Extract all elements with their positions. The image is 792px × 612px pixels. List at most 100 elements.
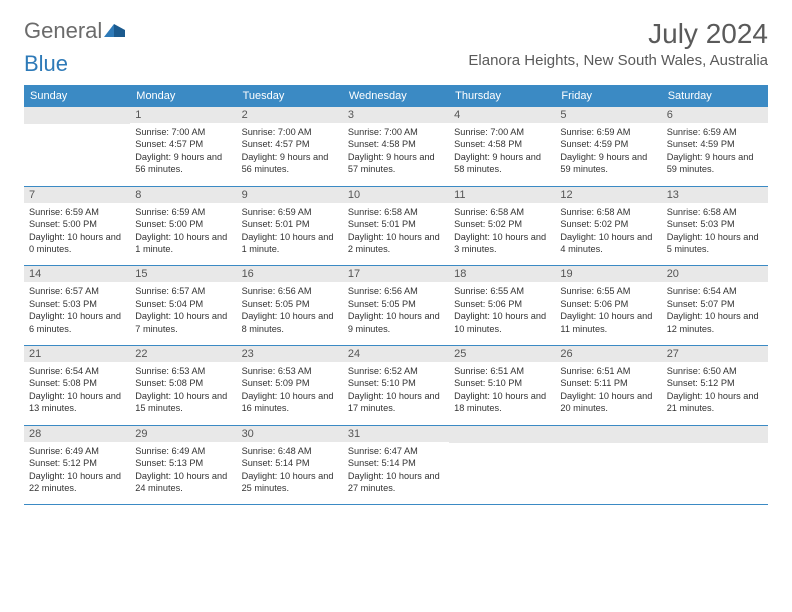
day-cell: 9Sunrise: 6:59 AMSunset: 5:01 PMDaylight… <box>237 187 343 266</box>
day-cell: 4Sunrise: 7:00 AMSunset: 4:58 PMDaylight… <box>449 107 555 186</box>
dayhead-tuesday: Tuesday <box>237 85 343 107</box>
dayhead-wednesday: Wednesday <box>343 85 449 107</box>
sunset-line: Sunset: 4:57 PM <box>242 138 338 150</box>
day-cell: 26Sunrise: 6:51 AMSunset: 5:11 PMDayligh… <box>555 346 661 425</box>
day-number: 2 <box>237 107 343 123</box>
sunrise-line: Sunrise: 6:51 AM <box>560 365 656 377</box>
day-number: 31 <box>343 426 449 442</box>
daylight-line: Daylight: 9 hours and 57 minutes. <box>348 151 444 176</box>
day-cell: 22Sunrise: 6:53 AMSunset: 5:08 PMDayligh… <box>130 346 236 425</box>
sunrise-line: Sunrise: 7:00 AM <box>454 126 550 138</box>
daylight-line: Daylight: 10 hours and 15 minutes. <box>135 390 231 415</box>
sunrise-line: Sunrise: 6:58 AM <box>560 206 656 218</box>
day-number: 18 <box>449 266 555 282</box>
sunset-line: Sunset: 5:02 PM <box>454 218 550 230</box>
sunrise-line: Sunrise: 6:57 AM <box>29 285 125 297</box>
sunset-line: Sunset: 5:06 PM <box>454 298 550 310</box>
sunrise-line: Sunrise: 6:59 AM <box>667 126 763 138</box>
sunset-line: Sunset: 4:59 PM <box>667 138 763 150</box>
sunset-line: Sunset: 4:58 PM <box>348 138 444 150</box>
day-number: 24 <box>343 346 449 362</box>
daylight-line: Daylight: 10 hours and 10 minutes. <box>454 310 550 335</box>
sunset-line: Sunset: 5:11 PM <box>560 377 656 389</box>
daylight-line: Daylight: 10 hours and 24 minutes. <box>135 470 231 495</box>
sunset-line: Sunset: 5:04 PM <box>135 298 231 310</box>
daylight-line: Daylight: 10 hours and 1 minute. <box>242 231 338 256</box>
sunrise-line: Sunrise: 6:47 AM <box>348 445 444 457</box>
day-number: 30 <box>237 426 343 442</box>
sunset-line: Sunset: 5:00 PM <box>135 218 231 230</box>
day-number: 22 <box>130 346 236 362</box>
daylight-line: Daylight: 10 hours and 5 minutes. <box>667 231 763 256</box>
dayhead-thursday: Thursday <box>449 85 555 107</box>
day-number: 15 <box>130 266 236 282</box>
day-number: 16 <box>237 266 343 282</box>
day-number: 25 <box>449 346 555 362</box>
logo-icon <box>104 18 126 44</box>
sunset-line: Sunset: 5:13 PM <box>135 457 231 469</box>
daylight-line: Daylight: 10 hours and 16 minutes. <box>242 390 338 415</box>
daylight-line: Daylight: 10 hours and 18 minutes. <box>454 390 550 415</box>
day-cell: 18Sunrise: 6:55 AMSunset: 5:06 PMDayligh… <box>449 266 555 345</box>
day-number: 21 <box>24 346 130 362</box>
week-row: 7Sunrise: 6:59 AMSunset: 5:00 PMDaylight… <box>24 187 768 267</box>
sunrise-line: Sunrise: 6:54 AM <box>667 285 763 297</box>
daylight-line: Daylight: 10 hours and 7 minutes. <box>135 310 231 335</box>
day-cell: 23Sunrise: 6:53 AMSunset: 5:09 PMDayligh… <box>237 346 343 425</box>
day-number: 28 <box>24 426 130 442</box>
sunset-line: Sunset: 5:12 PM <box>29 457 125 469</box>
day-number: 11 <box>449 187 555 203</box>
sunset-line: Sunset: 5:03 PM <box>667 218 763 230</box>
day-number: 3 <box>343 107 449 123</box>
sunrise-line: Sunrise: 6:58 AM <box>348 206 444 218</box>
day-cell: 21Sunrise: 6:54 AMSunset: 5:08 PMDayligh… <box>24 346 130 425</box>
sunrise-line: Sunrise: 7:00 AM <box>242 126 338 138</box>
sunrise-line: Sunrise: 6:57 AM <box>135 285 231 297</box>
sunrise-line: Sunrise: 6:59 AM <box>135 206 231 218</box>
day-cell: 12Sunrise: 6:58 AMSunset: 5:02 PMDayligh… <box>555 187 661 266</box>
day-number <box>24 107 130 124</box>
sunrise-line: Sunrise: 6:58 AM <box>454 206 550 218</box>
day-number: 14 <box>24 266 130 282</box>
sunrise-line: Sunrise: 6:48 AM <box>242 445 338 457</box>
sunrise-line: Sunrise: 6:49 AM <box>29 445 125 457</box>
empty-cell <box>555 426 661 505</box>
day-cell: 30Sunrise: 6:48 AMSunset: 5:14 PMDayligh… <box>237 426 343 505</box>
month-title: July 2024 <box>468 18 768 50</box>
day-number: 8 <box>130 187 236 203</box>
week-row: 14Sunrise: 6:57 AMSunset: 5:03 PMDayligh… <box>24 266 768 346</box>
day-number: 19 <box>555 266 661 282</box>
day-cell: 6Sunrise: 6:59 AMSunset: 4:59 PMDaylight… <box>662 107 768 186</box>
daylight-line: Daylight: 10 hours and 1 minute. <box>135 231 231 256</box>
sunset-line: Sunset: 4:59 PM <box>560 138 656 150</box>
sunrise-line: Sunrise: 6:50 AM <box>667 365 763 377</box>
sunrise-line: Sunrise: 6:53 AM <box>242 365 338 377</box>
day-cell: 28Sunrise: 6:49 AMSunset: 5:12 PMDayligh… <box>24 426 130 505</box>
day-cell: 11Sunrise: 6:58 AMSunset: 5:02 PMDayligh… <box>449 187 555 266</box>
day-number: 20 <box>662 266 768 282</box>
day-cell: 7Sunrise: 6:59 AMSunset: 5:00 PMDaylight… <box>24 187 130 266</box>
day-cell: 17Sunrise: 6:56 AMSunset: 5:05 PMDayligh… <box>343 266 449 345</box>
sunset-line: Sunset: 5:08 PM <box>29 377 125 389</box>
sunrise-line: Sunrise: 6:59 AM <box>560 126 656 138</box>
day-number: 12 <box>555 187 661 203</box>
daylight-line: Daylight: 10 hours and 8 minutes. <box>242 310 338 335</box>
sunset-line: Sunset: 5:03 PM <box>29 298 125 310</box>
daylight-line: Daylight: 9 hours and 59 minutes. <box>667 151 763 176</box>
day-cell: 29Sunrise: 6:49 AMSunset: 5:13 PMDayligh… <box>130 426 236 505</box>
sunrise-line: Sunrise: 6:55 AM <box>560 285 656 297</box>
day-cell: 24Sunrise: 6:52 AMSunset: 5:10 PMDayligh… <box>343 346 449 425</box>
day-cell: 20Sunrise: 6:54 AMSunset: 5:07 PMDayligh… <box>662 266 768 345</box>
empty-cell <box>449 426 555 505</box>
sunrise-line: Sunrise: 6:54 AM <box>29 365 125 377</box>
sunrise-line: Sunrise: 6:59 AM <box>242 206 338 218</box>
logo-text-1: General <box>24 18 102 44</box>
daylight-line: Daylight: 10 hours and 12 minutes. <box>667 310 763 335</box>
dayhead-sunday: Sunday <box>24 85 130 107</box>
sunrise-line: Sunrise: 6:53 AM <box>135 365 231 377</box>
sunset-line: Sunset: 5:14 PM <box>242 457 338 469</box>
day-cell: 25Sunrise: 6:51 AMSunset: 5:10 PMDayligh… <box>449 346 555 425</box>
daylight-line: Daylight: 10 hours and 20 minutes. <box>560 390 656 415</box>
sunrise-line: Sunrise: 7:00 AM <box>348 126 444 138</box>
day-number: 5 <box>555 107 661 123</box>
